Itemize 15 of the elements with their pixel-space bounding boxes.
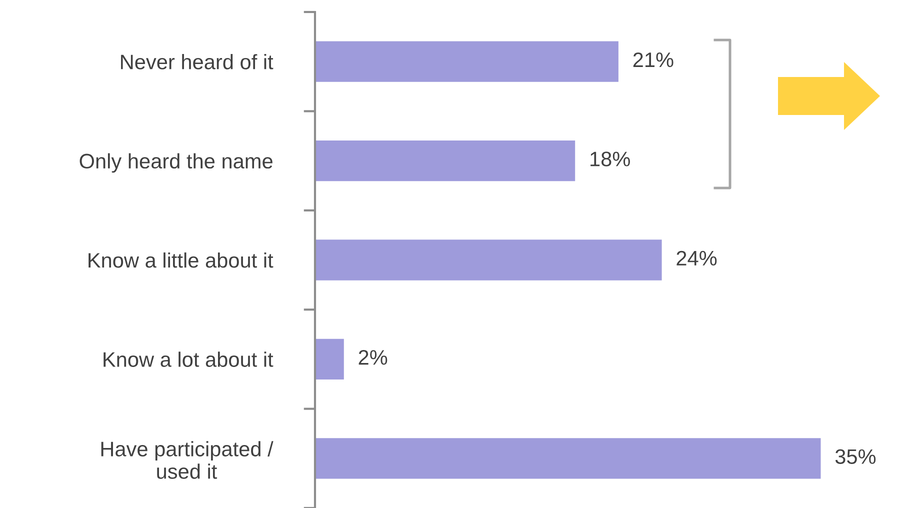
bar [315, 41, 618, 82]
data-label: 18% [590, 152, 630, 166]
bar [315, 338, 344, 380]
y-tick-label: Know a lot about it [104, 352, 274, 367]
bar [315, 438, 821, 479]
bar [315, 240, 662, 280]
data-label: 24% [676, 250, 717, 266]
data-label: 21% [633, 52, 674, 68]
data-label: 2% [358, 350, 388, 365]
y-tick-label: Know a little about it [88, 252, 274, 268]
y-tick-label: Have participated / used it [101, 441, 274, 479]
data-label: 35% [835, 449, 876, 464]
y-tick-label: Only heard the name [80, 153, 272, 173]
bar [315, 140, 576, 182]
y-tick-label: Never heard of it [121, 54, 274, 70]
